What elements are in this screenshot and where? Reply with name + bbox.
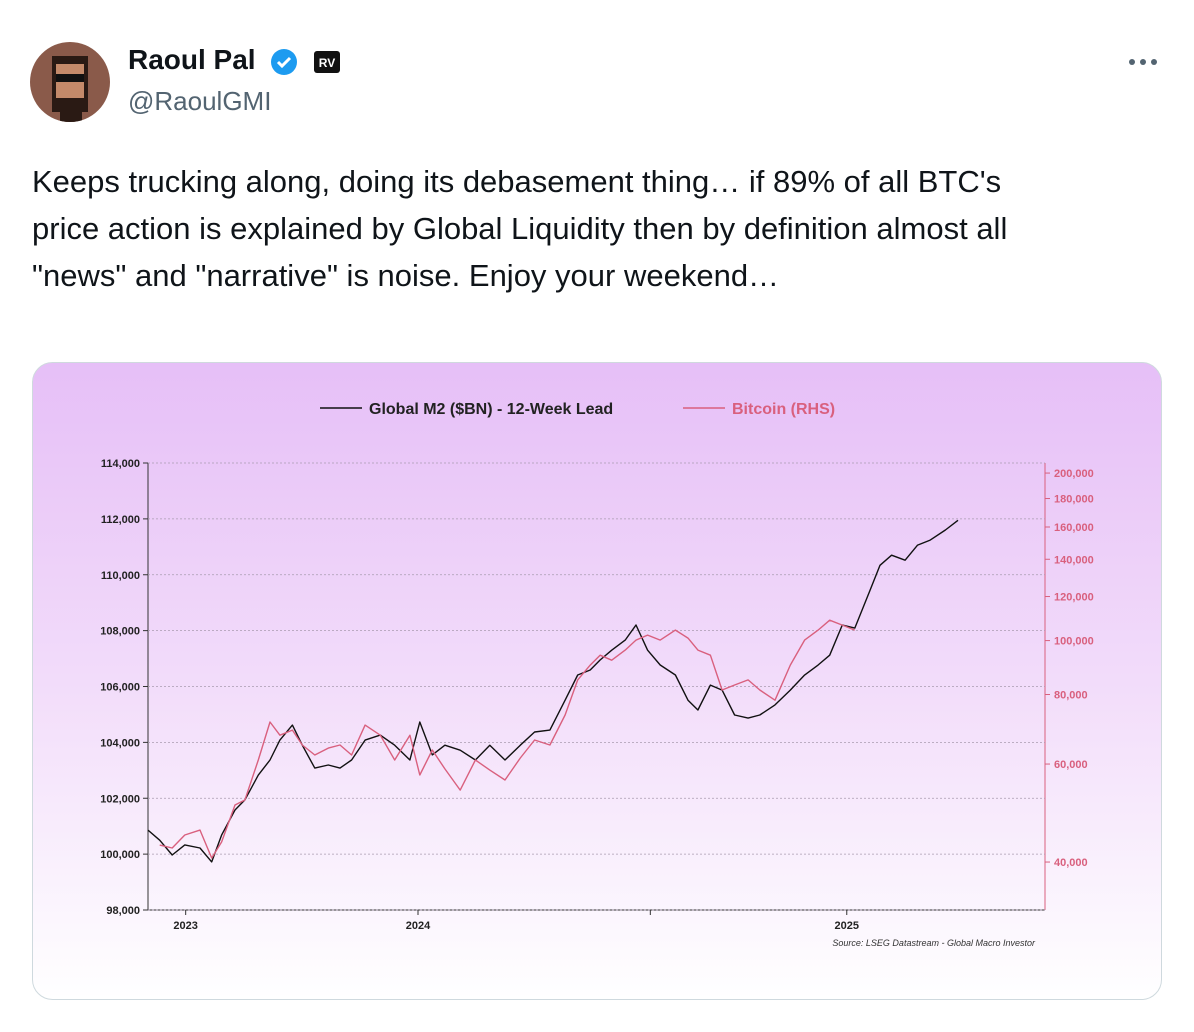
author-name[interactable]: Raoul Pal: [128, 44, 256, 75]
y2-tick-label: 80,000: [1054, 690, 1088, 702]
y-tick-label: 98,000: [106, 905, 140, 917]
y-tick-label: 108,000: [100, 626, 140, 638]
media-card[interactable]: [32, 362, 1162, 1000]
legend-label: Global M2 ($BN) - 12-Week Lead: [369, 401, 613, 418]
author-handle[interactable]: @RaoulGMI: [128, 86, 272, 116]
y-tick-label: 104,000: [100, 737, 140, 749]
x-tick-label: 2023: [173, 920, 197, 932]
y2-tick-label: 40,000: [1054, 857, 1088, 869]
badge-text: RV: [319, 56, 335, 70]
y2-tick-label: 200,000: [1054, 468, 1094, 480]
y-tick-label: 100,000: [100, 849, 140, 861]
y2-tick-label: 140,000: [1054, 554, 1094, 566]
y2-tick-label: 60,000: [1054, 759, 1088, 771]
text-line: Keeps trucking along, doing its debaseme…: [32, 164, 1002, 199]
badges: RV: [271, 49, 340, 75]
x-tick-label: 2025: [835, 920, 859, 932]
y-tick-label: 106,000: [100, 682, 140, 694]
y-tick-label: 110,000: [101, 570, 140, 582]
series-line: [159, 619, 856, 859]
series-line: [147, 519, 959, 863]
x-tick-label: 2024: [406, 920, 431, 932]
text-line: "news" and "narrative" is noise. Enjoy y…: [32, 258, 780, 293]
legend-label: Bitcoin (RHS): [732, 401, 835, 418]
y2-tick-label: 120,000: [1054, 592, 1094, 604]
y2-tick-label: 160,000: [1054, 522, 1094, 534]
y-tick-label: 114,000: [101, 458, 140, 470]
y2-tick-label: 180,000: [1054, 494, 1094, 506]
y-tick-label: 112,000: [101, 514, 140, 526]
y2-tick-label: 100,000: [1054, 636, 1094, 648]
text-line: price action is explained by Global Liqu…: [32, 211, 1008, 246]
affiliate-badge[interactable]: [314, 51, 340, 73]
tweet-text: Keeps trucking along, doing its debaseme…: [32, 158, 1007, 299]
avatar[interactable]: [30, 42, 110, 122]
source-note: Source: LSEG Datastream - Global Macro I…: [832, 938, 1036, 948]
more-menu[interactable]: [1126, 52, 1166, 72]
y-tick-label: 102,000: [100, 793, 140, 805]
